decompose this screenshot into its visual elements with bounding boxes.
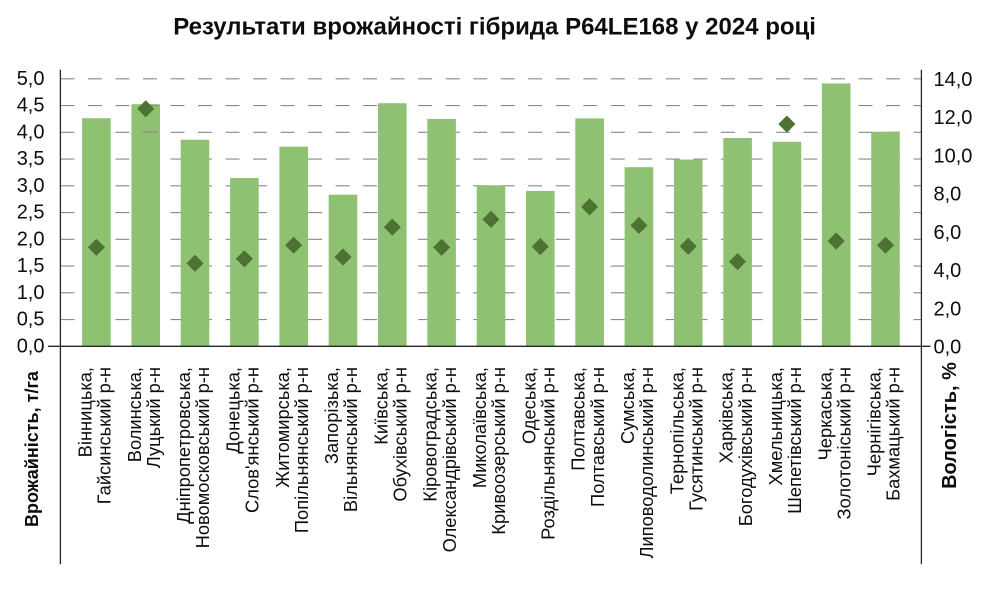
svg-text:Одеська,Роздільнянський р-н: Одеська,Роздільнянський р-н xyxy=(518,367,558,540)
svg-text:Житомирська,Попільнянський р-н: Житомирська,Попільнянський р-н xyxy=(272,367,312,533)
svg-text:Тернопільська,Гусятинський р-н: Тернопільська,Гусятинський р-н xyxy=(666,367,706,511)
svg-text:Вологість, %: Вологість, % xyxy=(939,362,961,489)
svg-text:4,0: 4,0 xyxy=(934,260,962,282)
svg-text:Врожайність, т/га: Врожайність, т/га xyxy=(22,370,42,527)
svg-text:0,0: 0,0 xyxy=(17,335,45,357)
svg-text:3,0: 3,0 xyxy=(17,175,45,197)
svg-text:4,5: 4,5 xyxy=(17,95,45,117)
svg-text:Вінницька,Гайсинський р-н: Вінницька,Гайсинський р-н xyxy=(75,367,115,504)
svg-text:Результати врожайності гібрида: Результати врожайності гібрида P64LE168 … xyxy=(173,14,816,41)
svg-text:1,0: 1,0 xyxy=(17,282,45,304)
svg-text:2,0: 2,0 xyxy=(934,298,962,320)
svg-text:Волинська,Луцький р-н: Волинська,Луцький р-н xyxy=(124,367,164,468)
svg-text:0,0: 0,0 xyxy=(934,337,962,359)
svg-text:Кіровоградська,Олександрівськи: Кіровоградська,Олександрівський р-н xyxy=(420,367,460,552)
svg-text:Дніпропетровська,Новомосковськ: Дніпропетровська,Новомосковський р-н xyxy=(173,367,213,548)
svg-text:Черкаська,Золотоніський р-н: Черкаська,Золотоніський р-н xyxy=(814,367,854,519)
svg-text:6,0: 6,0 xyxy=(934,222,962,244)
svg-text:3,5: 3,5 xyxy=(17,148,45,170)
svg-text:4,0: 4,0 xyxy=(17,121,45,143)
svg-text:Харківська,Богодухівський р-н: Харківська,Богодухівський р-н xyxy=(716,367,756,526)
svg-text:0,5: 0,5 xyxy=(17,309,45,331)
svg-text:Запорізька,Вільнянський р-н: Запорізька,Вільнянський р-н xyxy=(321,367,361,512)
svg-text:Полтавська,Полтавський р-н: Полтавська,Полтавський р-н xyxy=(568,367,608,507)
svg-text:Чернігівська,Бахмацький р-н: Чернігівська,Бахмацький р-н xyxy=(864,367,904,501)
svg-text:1,5: 1,5 xyxy=(17,255,45,277)
svg-text:8,0: 8,0 xyxy=(934,184,962,206)
svg-text:2,0: 2,0 xyxy=(17,228,45,250)
svg-text:Миколаївська,Кривоозерський р-: Миколаївська,Кривоозерський р-н xyxy=(469,367,509,535)
svg-text:Донецька,Слов'янський р-н: Донецька,Слов'янський р-н xyxy=(223,367,263,513)
svg-text:Київська,Обухівський р-н: Київська,Обухівський р-н xyxy=(370,367,410,502)
svg-text:Сумська,Липоводолинський р-н: Сумська,Липоводолинський р-н xyxy=(617,367,657,558)
svg-text:10,0: 10,0 xyxy=(934,145,973,167)
svg-text:14,0: 14,0 xyxy=(934,69,973,91)
svg-text:12,0: 12,0 xyxy=(934,107,973,129)
svg-text:2,5: 2,5 xyxy=(17,202,45,224)
svg-text:5,0: 5,0 xyxy=(17,68,45,90)
svg-text:Хмельницька,Шепетівський р-н: Хмельницька,Шепетівський р-н xyxy=(765,367,805,514)
